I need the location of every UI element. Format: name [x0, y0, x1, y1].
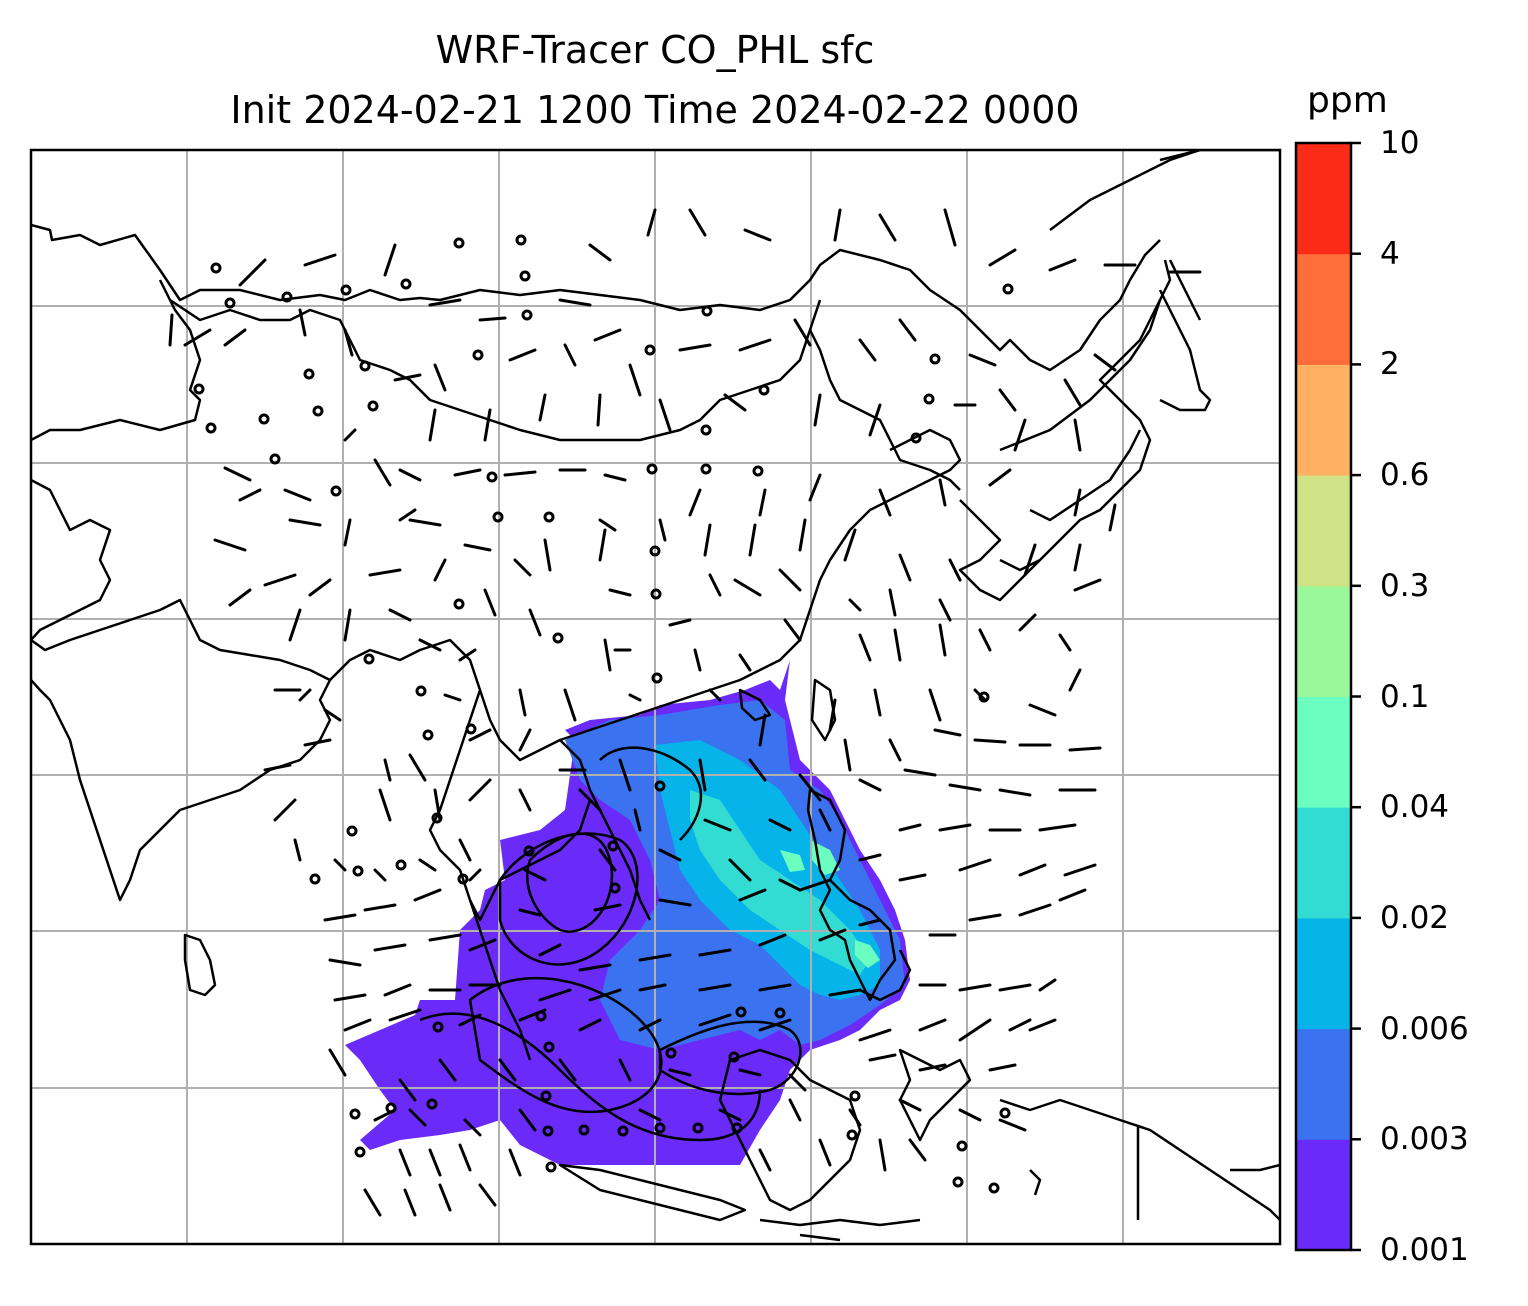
philippines [806, 788, 912, 1002]
colorbar [1296, 143, 1351, 1251]
india-coast [31, 598, 332, 902]
japan-north [1159, 150, 1280, 321]
colorbar-segment [1296, 585, 1351, 697]
south-china-coast [559, 428, 962, 742]
map-frame [29, 148, 1282, 1246]
colorbar-tick-label: 0.02 [1380, 899, 1450, 936]
mongolia-border [808, 329, 961, 491]
java [558, 1163, 747, 1222]
india-west [31, 478, 112, 641]
colorbar-tick-label: 0.003 [1380, 1121, 1469, 1158]
taiwan [810, 678, 837, 742]
calm-wind-markers [193, 234, 1014, 1194]
colorbar-segment [1296, 475, 1351, 587]
colorbar-segment [1296, 364, 1351, 476]
colorbar-segment [1296, 807, 1351, 919]
lesser-sunda [759, 1169, 1042, 1242]
wind-barbs [168, 208, 1202, 1217]
colorbar-tick-label: 0.04 [1380, 789, 1450, 826]
borneo [718, 1048, 862, 1212]
colorbar-tick-label: 2 [1380, 346, 1400, 383]
colorbar-segment [1296, 696, 1351, 808]
map-title-line1: WRF-Tracer CO_PHL sfc [435, 28, 875, 72]
new-guinea [999, 1098, 1280, 1221]
map-title-line2: Init 2024-02-21 1200 Time 2024-02-22 000… [230, 88, 1080, 132]
map-gridlines [31, 150, 1280, 1244]
malay-peninsula [468, 899, 532, 1061]
concentration-field [345, 660, 910, 1165]
japan-islands [999, 289, 1212, 572]
plume-level5 [780, 840, 880, 968]
colorbar-tick-label: 0.1 [1380, 678, 1430, 715]
north-border [31, 223, 1161, 372]
colorbar-ticks [1351, 141, 1361, 1252]
colorbar-segment [1296, 1028, 1351, 1140]
north-boundary [999, 150, 1201, 452]
colorbar-tick-label: 4 [1380, 235, 1400, 272]
colorbar-tick-label: 0.6 [1380, 457, 1430, 494]
korea-japan [958, 259, 1172, 602]
colorbar-tick-label: 0.006 [1380, 1010, 1469, 1047]
west-border-himalaya [31, 279, 202, 442]
colorbar-segment [1296, 143, 1351, 255]
hainan [738, 688, 772, 722]
plume-level4 [690, 790, 870, 975]
colorbar-segment [1296, 1139, 1351, 1251]
colorbar-tick-label: 0.3 [1380, 567, 1430, 604]
colorbar-unit-label: ppm [1307, 80, 1388, 121]
colorbar-tick-label: 0.001 [1380, 1232, 1469, 1268]
colorbar-tick-label: 10 [1380, 125, 1420, 161]
sri-lanka [183, 933, 217, 997]
colorbar-segment [1296, 917, 1351, 1030]
inner-border-1 [169, 298, 822, 442]
colorbar-segment [1296, 253, 1351, 365]
sulawesi [898, 1048, 972, 1142]
